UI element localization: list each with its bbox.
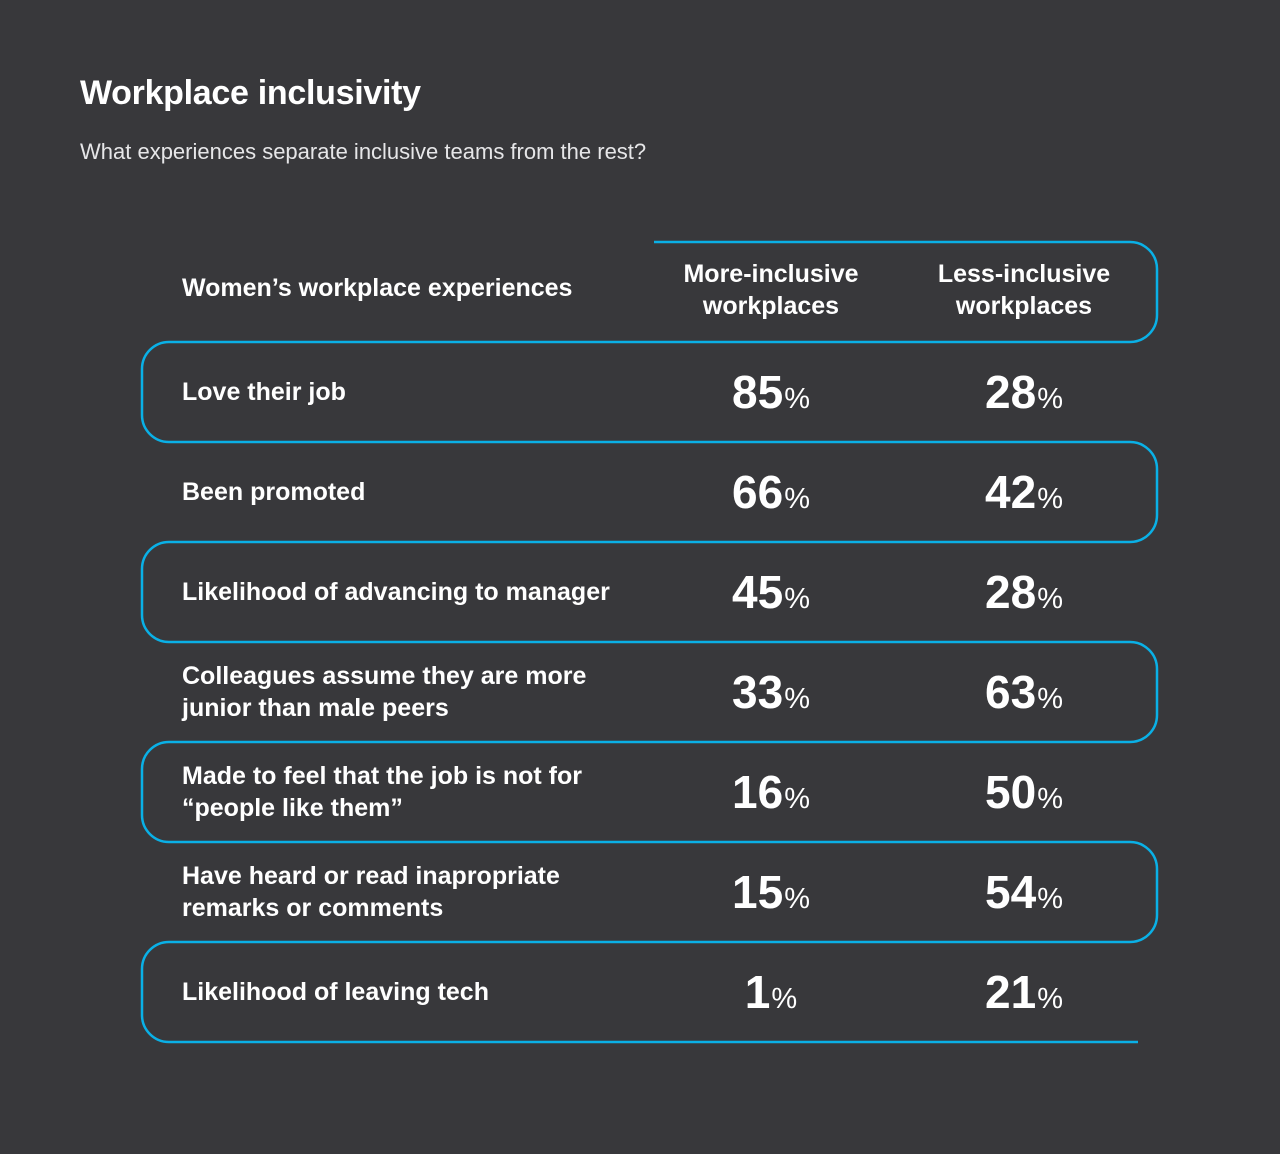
table-row: Been promoted 66% 42%: [142, 442, 1157, 542]
row-label: Have heard or read inapropriate remarks …: [182, 862, 560, 922]
value-more-inclusive: 33%: [732, 666, 810, 718]
row-label: Likelihood of leaving tech: [182, 978, 489, 1006]
value-more-inclusive: 45%: [732, 566, 810, 618]
table-row: Likelihood of advancing to manager 45% 2…: [142, 542, 1157, 642]
table-row: Have heard or read inapropriate remarks …: [142, 842, 1157, 942]
value-more-inclusive: 1%: [744, 966, 798, 1018]
value-less-inclusive: 21%: [985, 966, 1063, 1018]
value-more-inclusive: 66%: [732, 466, 810, 518]
value-more-inclusive: 15%: [732, 866, 810, 918]
row-label: Likelihood of advancing to manager: [182, 578, 610, 606]
table-row: Love their job 85% 28%: [142, 342, 1157, 442]
value-less-inclusive: 42%: [985, 466, 1063, 518]
page-title: Workplace inclusivity: [80, 74, 421, 112]
row-label: Love their job: [182, 378, 346, 406]
column-header-less-inclusive: Less-inclusive workplaces: [937, 260, 1111, 320]
row-label: Colleagues assume they are more junior t…: [182, 662, 587, 722]
page-subtitle: What experiences separate inclusive team…: [80, 139, 647, 164]
table-row: Likelihood of leaving tech 1% 21%: [142, 942, 1157, 1042]
value-less-inclusive: 28%: [985, 566, 1063, 618]
value-less-inclusive: 63%: [985, 666, 1063, 718]
row-label: Been promoted: [182, 478, 366, 506]
row-label: Made to feel that the job is not for “pe…: [182, 762, 582, 822]
value-less-inclusive: 54%: [985, 866, 1063, 918]
column-header-experiences: Women’s workplace experiences: [182, 274, 573, 302]
value-less-inclusive: 28%: [985, 366, 1063, 418]
column-header-more-inclusive: More-inclusive workplaces: [683, 260, 859, 320]
value-less-inclusive: 50%: [985, 766, 1063, 818]
table-row: Made to feel that the job is not for “pe…: [142, 742, 1157, 842]
value-more-inclusive: 16%: [732, 766, 810, 818]
value-more-inclusive: 85%: [732, 366, 810, 418]
table-row: Colleagues assume they are more junior t…: [142, 642, 1157, 742]
